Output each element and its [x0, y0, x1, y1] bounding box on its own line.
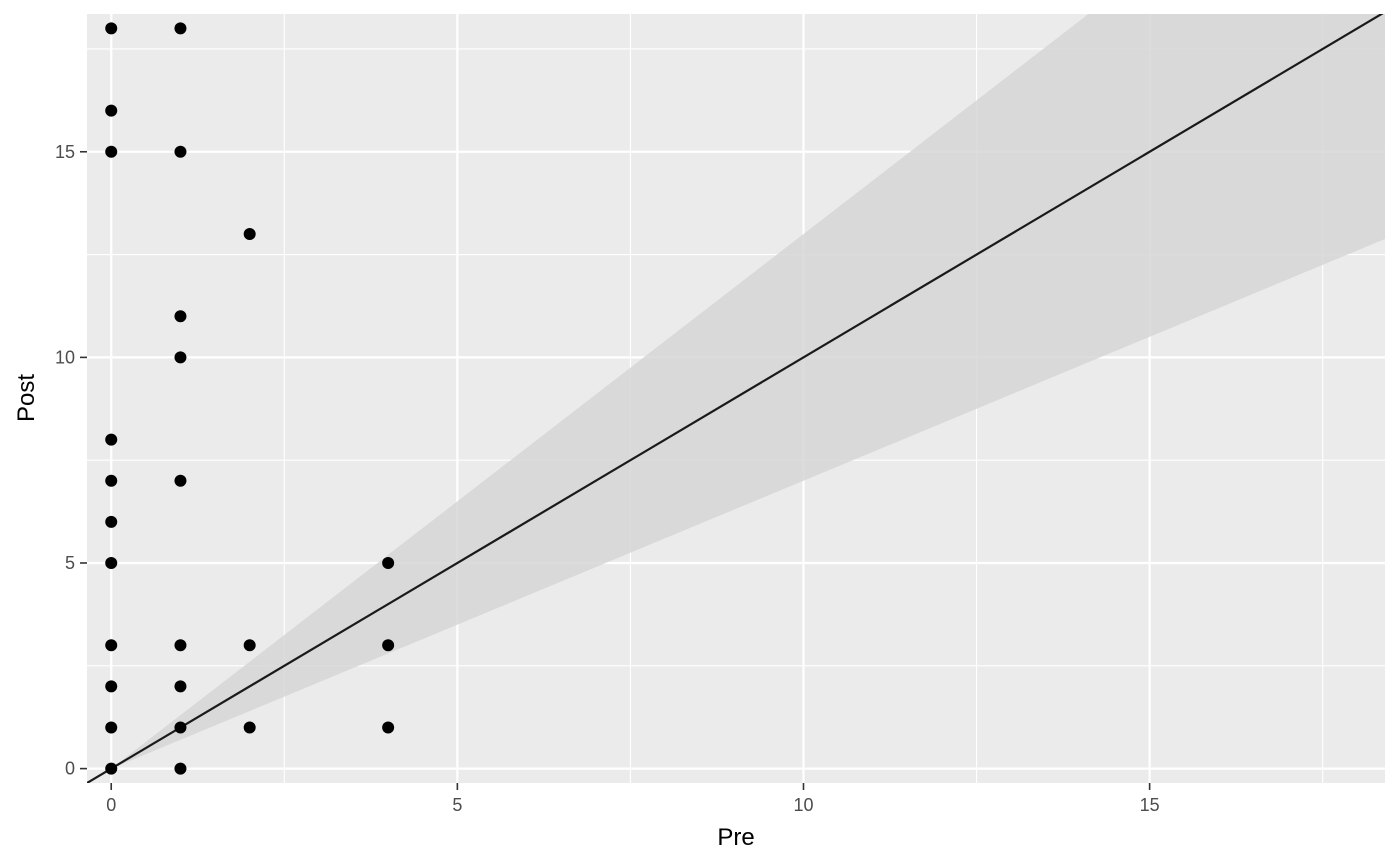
data-point: [382, 721, 395, 734]
data-point: [243, 639, 256, 652]
x-axis-title: Pre: [717, 824, 754, 851]
data-point: [105, 762, 118, 775]
x-tick-label: 0: [106, 795, 116, 815]
data-point: [105, 22, 118, 35]
y-tick-label: 5: [65, 553, 75, 573]
data-point: [105, 721, 118, 734]
x-tick-label: 10: [793, 795, 813, 815]
data-point: [174, 762, 187, 775]
data-point: [105, 680, 118, 693]
data-point: [174, 474, 187, 487]
data-point: [174, 680, 187, 693]
y-axis-title: Post: [13, 374, 40, 422]
data-point: [174, 145, 187, 158]
data-point: [105, 515, 118, 528]
data-point: [243, 721, 256, 734]
data-point: [105, 639, 118, 652]
y-tick-label: 0: [65, 759, 75, 779]
data-point: [174, 310, 187, 323]
y-tick-label: 10: [55, 347, 75, 367]
data-point: [382, 556, 395, 569]
y-tick-label: 15: [55, 142, 75, 162]
data-point: [105, 556, 118, 569]
data-point: [382, 639, 395, 652]
data-point: [243, 228, 256, 241]
data-point: [174, 351, 187, 364]
x-tick-label: 5: [452, 795, 462, 815]
data-point: [105, 145, 118, 158]
x-axis-ticks: 0 5 10 15: [106, 783, 1160, 815]
data-point: [105, 433, 118, 446]
data-point: [105, 474, 118, 487]
y-axis-ticks: 0 5 10 15: [55, 142, 87, 779]
data-point: [174, 22, 187, 35]
data-point: [105, 104, 118, 117]
x-tick-label: 15: [1140, 795, 1160, 815]
data-point: [174, 721, 187, 734]
points-layer: [105, 22, 395, 775]
reference-line: [87, 14, 1384, 783]
data-point: [174, 639, 187, 652]
